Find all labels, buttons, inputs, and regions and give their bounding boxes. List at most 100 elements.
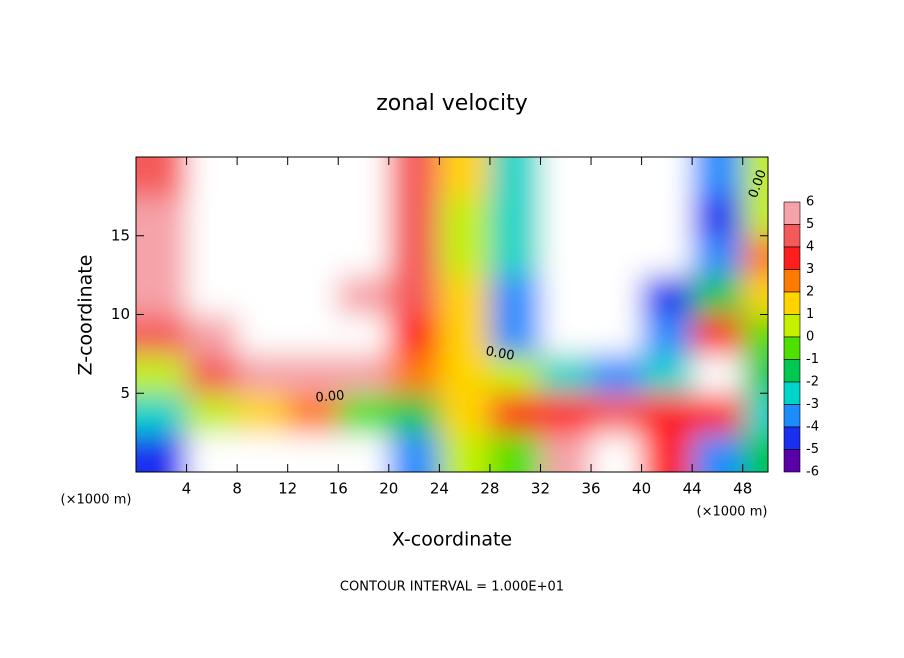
field-cell [439,432,491,472]
field-cell [540,235,593,277]
field-cells [136,157,768,472]
field-cell [439,196,491,237]
field-cell [186,353,239,395]
x-tick-label: 8 [232,480,242,498]
colorbar-tick-label: 1 [806,307,814,322]
x-tick-label: 12 [278,480,297,498]
field-cell [237,235,289,277]
field-cell [692,353,744,395]
field-cell [692,275,744,316]
field-cell [540,314,593,355]
colorbar-swatch [783,359,801,383]
field-cell [439,314,491,355]
field-cell [692,196,744,237]
field-cell [540,196,593,237]
x-tick-label: 40 [632,480,651,498]
field-cell [287,314,340,355]
field-cell [540,393,593,434]
field-cell [591,196,643,237]
field-cell [641,157,694,198]
field-cell [489,275,542,316]
colorbar-tick-label: 0 [806,330,814,345]
field-cell [591,314,643,355]
field-cell [338,196,390,237]
field-cell [439,353,491,395]
field-cell [388,314,441,355]
field-cell [641,353,694,395]
field-cell [388,432,441,472]
field-cell [338,432,390,472]
contour-label: 0.00 [315,388,345,405]
colorbar-tick-label: 4 [806,240,814,255]
field-cell [489,353,542,395]
field-cell [186,275,239,316]
field-cell [439,157,491,198]
field-cell [287,393,340,434]
field-cell [237,432,289,472]
x-unit-label: (×1000 m) [61,493,132,508]
field-cell [388,196,441,237]
field-cell [388,393,441,434]
field-cell [489,314,542,355]
field-cell [186,235,239,277]
field-cell [742,275,768,316]
field-cell [186,432,239,472]
field-cell [742,235,768,277]
field-cell [338,314,390,355]
colorbar-swatch [783,246,801,270]
x-unit-label: (×1000 m) [697,505,768,520]
field-cell [641,314,694,355]
field-cell [489,196,542,237]
colorbar-tick-label: -4 [806,420,819,435]
field-cell [136,196,188,237]
field-cell [692,235,744,277]
colorbar-tick-label: -5 [806,442,819,457]
contour-label: 0.00 [484,344,515,364]
field-cell [641,393,694,434]
colorbar-swatch [783,449,801,473]
field-cell [489,235,542,277]
field-cell [540,275,593,316]
field-cell [692,432,744,472]
x-tick-label: 32 [531,480,550,498]
colorbar-tick-label: -1 [806,352,819,367]
colorbar-swatch [783,404,801,428]
colorbar-tick-label: -2 [806,375,819,390]
field-cell [338,275,390,316]
field-cell [439,393,491,434]
x-tick-label: 4 [182,480,192,498]
x-tick-label: 48 [733,480,752,498]
field-cell [388,157,441,198]
x-tick-label: 44 [683,480,702,498]
colorbar-tick-label: 3 [806,262,814,277]
field-cell [591,235,643,277]
colorbar-swatch [783,224,801,248]
x-tick-label: 16 [329,480,348,498]
field-cell [742,314,768,355]
x-tick-label: 28 [480,480,499,498]
field-cell [186,157,239,198]
field-cell [489,393,542,434]
chart-title: zonal velocity [376,91,528,116]
field-cell [287,432,340,472]
field-cell [489,432,542,472]
colorbar-tick-label: 5 [806,217,814,232]
field-cell [641,275,694,316]
colorbar-swatch [783,314,801,338]
field-cell [338,157,390,198]
field-cell [338,393,390,434]
colorbar-swatch [783,336,801,360]
y-tick-label: 15 [111,226,130,244]
field-cell [136,235,188,277]
field-cell [692,393,744,434]
field-cell [237,196,289,237]
x-tick-label: 24 [430,480,449,498]
field-cell [186,314,239,355]
y-axis-label: Z-coordinate [75,255,97,376]
colorbar-swatch [783,201,801,225]
colorbar-tick-label: -6 [806,465,819,480]
field-cell [237,157,289,198]
field-cell [692,157,744,198]
field-cell [540,432,593,472]
